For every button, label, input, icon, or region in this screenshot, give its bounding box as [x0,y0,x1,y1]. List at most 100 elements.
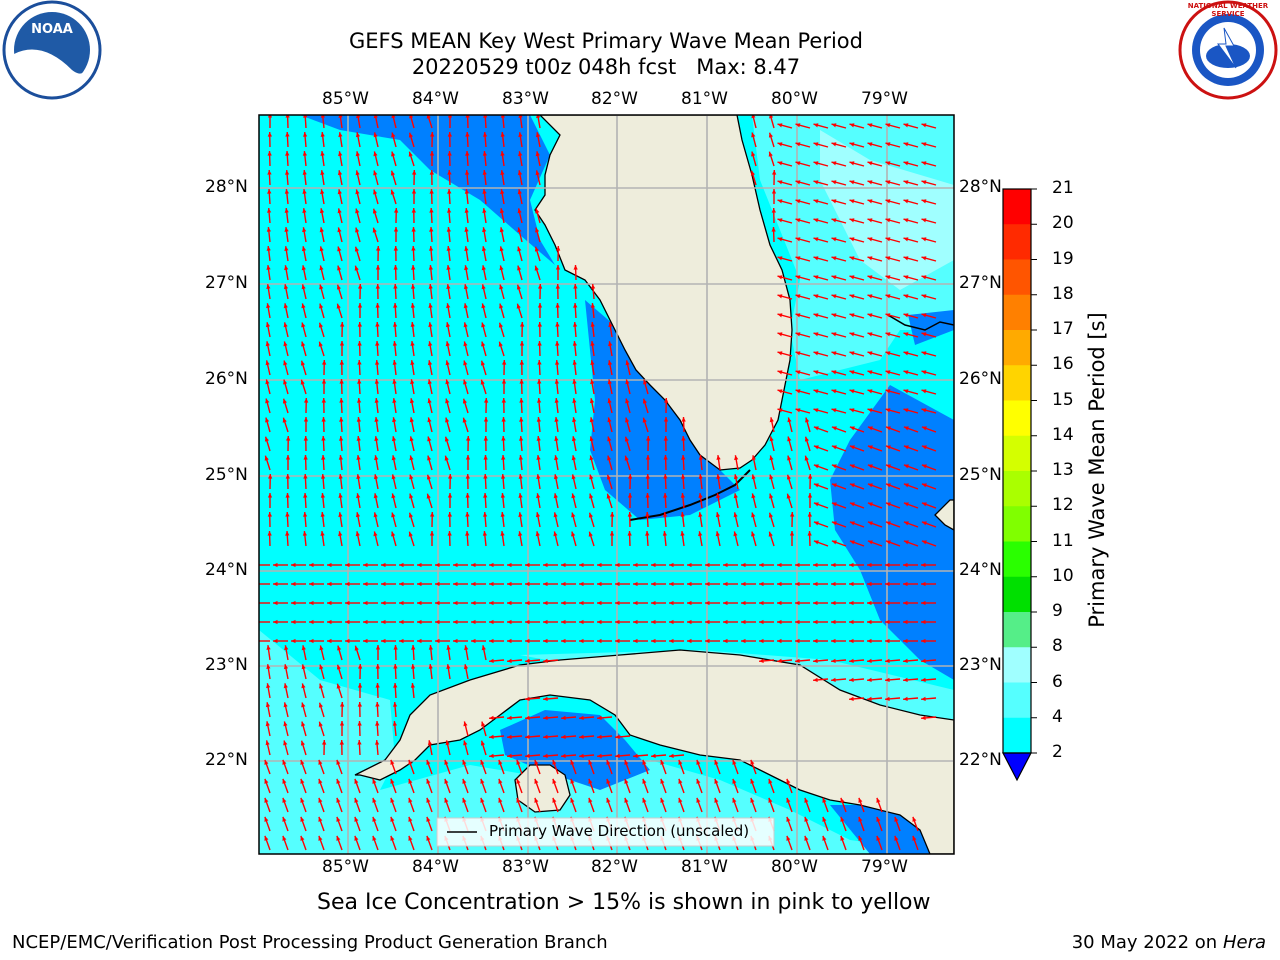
wave-arrow-head [498,759,503,765]
wave-arrow-head [338,512,343,517]
wave-arrow-head [885,180,891,185]
wave-arrow-head [554,398,559,403]
wave-arrow-head [462,778,467,784]
wave-arrow-head [285,512,290,517]
wave-arrow-head [813,237,819,242]
wave-arrow-head [804,816,809,822]
wave-arrow-head [543,619,548,625]
wave-arrow-head [444,455,449,461]
colorbar-tick-label: 4 [1052,706,1063,727]
wave-arrow-head [338,151,343,157]
wave-arrow-head [663,474,668,479]
wave-arrow-head [303,417,309,422]
wave-arrow-head [903,294,909,299]
wave-arrow-head [777,619,782,625]
noaa-logo-text: NOAA [31,22,73,37]
wave-arrow-head [669,581,674,587]
wave-arrow-head [813,332,819,337]
wave-arrow-head [463,284,469,290]
wave-arrow-head [409,436,414,442]
wave-arrow-head [777,161,783,166]
wave-arrow-head [849,332,855,337]
wave-arrow-head [501,398,506,403]
wave-arrow-head [867,142,873,147]
wave-arrow-head [831,445,837,450]
wave-arrow-head [642,759,647,765]
wave-arrow-head [795,389,801,394]
wave-arrow-head [589,493,594,499]
wave-arrow-head [627,493,633,498]
wave-arrow-head [499,208,505,214]
wave-arrow-head [408,816,413,822]
wave-arrow-head [339,417,344,422]
wave-arrow-head [507,753,512,758]
wave-arrow-head [408,132,413,138]
wave-arrow-head [705,638,710,644]
wave-arrow-head [354,797,359,803]
wave-arrow-head [921,332,927,337]
wave-arrow-head [597,562,602,568]
wave-arrow-head [309,600,314,606]
wave-arrow-head [264,835,269,841]
wave-arrow-head [555,284,560,289]
wave-arrow-head [867,619,872,625]
footer-credit: NCEP/EMC/Verification Post Processing Pr… [12,932,608,953]
wave-arrow-head [481,303,486,309]
wave-arrow-head [741,638,746,644]
wave-arrow-head [301,721,306,727]
wave-arrow-head [903,408,909,413]
wave-arrow-head [894,835,899,841]
wave-arrow-head [795,638,800,644]
wave-arrow-head [813,600,818,606]
wave-arrow-head [300,379,305,385]
wave-arrow-head [903,600,908,606]
wave-arrow-head [903,142,909,147]
wave-arrow-head [795,294,801,299]
wave-arrow-head [555,322,560,327]
wave-arrow-head [831,123,837,128]
colorbar-tick-label: 20 [1052,213,1074,234]
wave-arrow-head [319,303,324,309]
wave-arrow-head [804,797,809,803]
wave-arrow-head [769,474,774,480]
lon-label: 82°W [591,857,638,877]
colorbar-band [1003,259,1031,296]
wave-arrow-head [337,208,342,214]
wave-arrow-head [375,284,380,289]
wave-arrow-head [264,816,269,822]
wave-arrow-head [554,417,559,422]
wave-arrow-head [777,218,783,223]
wave-arrow-head [840,797,845,803]
wave-arrow-head [266,303,271,309]
wave-arrow-head [285,132,290,137]
wave-arrow-head [813,294,819,299]
wave-arrow-head [356,455,361,460]
lon-label: 83°W [502,89,549,109]
wave-arrow-head [651,581,656,587]
wave-arrow-head [337,645,342,651]
wave-arrow-head [273,562,278,568]
wave-arrow-head [327,581,332,587]
wave-arrow-head [516,284,521,290]
wave-arrow-head [283,702,288,708]
wave-arrow-head [321,398,326,403]
wave-arrow-head [309,581,314,587]
wave-arrow-head [390,759,395,765]
wave-arrow-head [266,227,271,232]
wave-arrow-head [518,455,523,460]
map-frame [258,114,955,855]
wave-arrow-head [807,493,813,498]
wave-arrow-head [285,170,290,175]
wave-arrow-head [318,322,323,328]
wave-arrow-head [265,417,270,423]
wave-arrow-head [645,493,650,498]
wave-arrow-head [525,658,530,663]
wave-arrow-head [903,581,908,587]
wave-arrow-head [499,303,504,309]
wave-arrow-head [301,683,306,689]
wave-arrow-head [795,123,801,128]
wave-arrow-head [813,540,819,545]
wave-arrow-head [321,474,326,479]
wave-arrow-head [319,208,325,214]
wave-arrow-head [885,445,891,450]
